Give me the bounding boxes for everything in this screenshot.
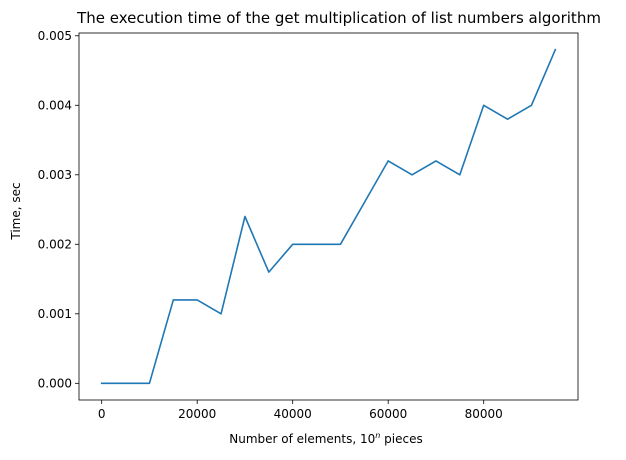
y-tick-label: 0.005	[38, 29, 72, 43]
x-axis-ticks: 0 20000 40000 60000 80000	[98, 400, 503, 421]
plot-area-frame	[78, 32, 579, 401]
y-tick-label: 0.000	[38, 376, 72, 390]
x-axis-label-superscript: n	[375, 431, 380, 440]
x-axis-label: Number of elements, 10n pieces	[229, 431, 423, 446]
x-axis-label-prefix: Number of elements, 10	[229, 432, 375, 446]
x-tick-label: 60000	[369, 407, 407, 421]
x-tick-label: 40000	[274, 407, 312, 421]
y-axis-ticks: 0.000 0.001 0.002 0.003 0.004 0.005	[38, 29, 79, 390]
x-tick-label: 80000	[465, 407, 503, 421]
y-tick-label: 0.003	[38, 168, 72, 182]
x-axis-label-suffix: pieces	[380, 432, 422, 446]
y-tick-label: 0.002	[38, 237, 72, 251]
x-tick-label: 0	[98, 407, 106, 421]
series-line	[100, 48, 557, 385]
y-tick-label: 0.004	[38, 98, 72, 112]
chart-title: The execution time of the get multiplica…	[76, 9, 601, 27]
y-axis-label: Time, sec	[9, 182, 23, 240]
y-tick-label: 0.001	[38, 307, 72, 321]
x-tick-label: 20000	[178, 407, 216, 421]
